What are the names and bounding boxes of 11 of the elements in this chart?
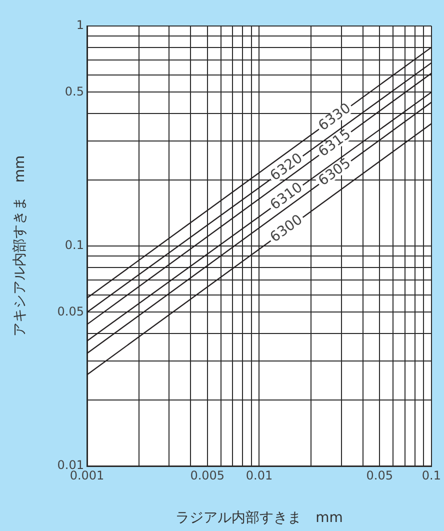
x-tick-label: 0.01 [246, 468, 273, 482]
y-axis-title: アキシアル内部すきま mm [12, 155, 28, 337]
y-tick-label: 0.1 [64, 238, 84, 252]
x-tick-label: 0.1 [422, 468, 442, 482]
y-tick-label: 0.5 [64, 84, 84, 98]
x-tick-label: 0.005 [190, 468, 225, 482]
x-axis-title: ラジアル内部すきま mm [176, 510, 343, 526]
y-tick-label: 0.05 [57, 304, 84, 318]
x-tick-label: 0.05 [366, 468, 393, 482]
y-tick-label: 1 [76, 18, 84, 32]
x-tick-label: 0.001 [70, 468, 104, 482]
